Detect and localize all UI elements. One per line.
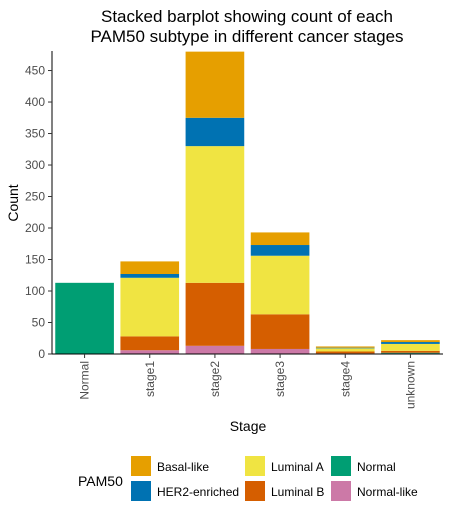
y-tick-label: 450 — [25, 64, 45, 78]
y-tick-label: 250 — [25, 190, 45, 204]
bar-segment — [120, 274, 180, 278]
x-tick-label: stage1 — [143, 361, 157, 397]
legend-label: Normal — [357, 460, 396, 474]
y-tick-label: 200 — [25, 221, 45, 235]
x-axis: Normal stage1 stage2 stage3 stage4 unknown — [52, 353, 443, 409]
y-tick-label: 0 — [38, 347, 45, 361]
y-tick-label: 300 — [25, 158, 45, 172]
y-tick-label: 400 — [25, 95, 45, 109]
bar-segment — [120, 336, 180, 351]
legend-label: HER2-enriched — [157, 485, 239, 499]
plot-area — [55, 51, 440, 354]
y-tick-label: 100 — [25, 284, 45, 298]
legend-label: Luminal B — [271, 485, 324, 499]
x-tick-label: stage3 — [273, 361, 287, 397]
bar-segment — [185, 146, 245, 283]
bar-segment — [185, 282, 245, 346]
bar-segment — [120, 261, 180, 274]
bar-segment — [381, 342, 440, 344]
bar-segment — [250, 245, 310, 256]
chart-title-line-1: Stacked barplot showing count of each — [101, 7, 393, 26]
y-tick-label: 350 — [25, 127, 45, 141]
bar-segment — [381, 350, 440, 353]
y-axis: 0 50 100 150 200 250 300 350 400 450 — [25, 51, 53, 361]
legend-swatch — [131, 456, 151, 476]
bar-segment — [250, 255, 310, 315]
legend-label: Normal-like — [357, 485, 418, 499]
bar-segment — [55, 282, 114, 354]
legend-title: PAM50 — [78, 473, 123, 489]
x-tick-label: stage2 — [208, 361, 222, 397]
bar-segment — [315, 351, 375, 354]
bar-segment — [381, 340, 440, 343]
x-axis-title: Stage — [230, 418, 267, 434]
x-tick-label: Normal — [78, 361, 92, 400]
y-axis-title: Count — [5, 184, 21, 221]
bar-segment — [250, 232, 310, 246]
legend-swatch — [245, 481, 265, 501]
y-tick-label: 150 — [25, 253, 45, 267]
legend-swatch — [131, 481, 151, 501]
legend: PAM50 Basal-like HER2-enriched Luminal A Lu… — [78, 456, 418, 501]
bar-segment — [315, 346, 375, 348]
x-tick-label: stage4 — [338, 361, 352, 397]
bar-segment — [120, 277, 180, 337]
bar-segment — [381, 343, 440, 351]
legend-label: Luminal A — [271, 460, 324, 474]
bar-segment — [185, 117, 245, 147]
bar-segment — [315, 348, 375, 352]
chart-title: Stacked barplot showing count of each PA… — [90, 7, 403, 46]
legend-swatch — [331, 456, 351, 476]
y-tick-label: 50 — [32, 316, 46, 330]
bar-segment — [315, 347, 375, 349]
legend-label: Basal-like — [157, 460, 209, 474]
bar-segment — [185, 345, 245, 354]
bar-segment — [381, 352, 440, 354]
bar-segment — [120, 350, 180, 354]
chart-title-line-2: PAM50 subtype in different cancer stages — [90, 27, 403, 46]
bar-segment — [185, 51, 245, 118]
bar-segment — [250, 348, 310, 354]
legend-swatch — [331, 481, 351, 501]
legend-swatch — [245, 456, 265, 476]
bar-segment — [250, 314, 310, 349]
x-tick-label: unknown — [403, 361, 417, 409]
